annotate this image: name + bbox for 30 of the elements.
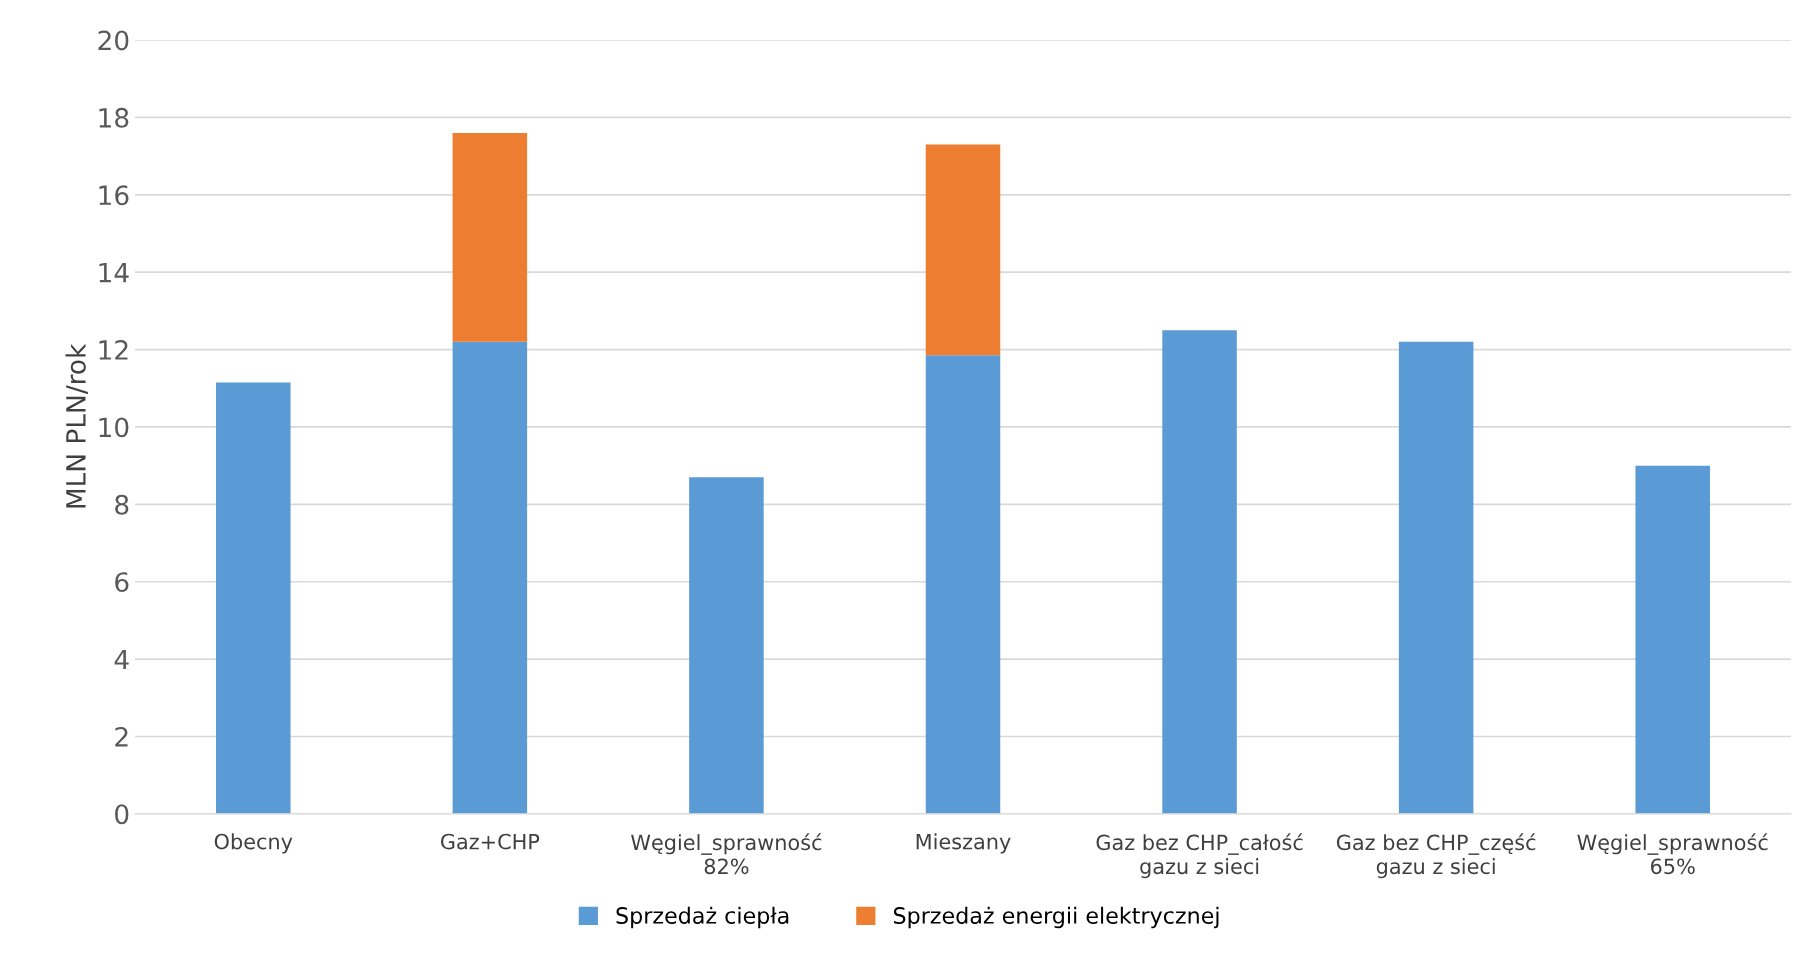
x-tick-label: Węgiel_sprawność 82% xyxy=(631,833,822,875)
y-tick-label: 6 xyxy=(115,572,129,593)
x-tick-label: Mieszany xyxy=(916,833,1011,854)
legend-label: Sprzedaż ciepła xyxy=(616,906,789,929)
bar xyxy=(689,477,764,814)
x-tick-label: Gaz bez CHP_część gazu z sieci xyxy=(1336,833,1536,879)
y-tick-label: 18 xyxy=(99,107,129,128)
y-axis-title: MLN PLN/rok xyxy=(65,343,88,508)
bar xyxy=(452,132,528,342)
bar xyxy=(925,355,1001,814)
x-tick-label: Gaz+CHP xyxy=(440,833,540,850)
y-tick-label: 4 xyxy=(114,649,129,670)
y-tick-label: 0 xyxy=(115,804,129,825)
y-tick-label: 2 xyxy=(115,726,128,747)
y-tick-label: 16 xyxy=(99,185,129,206)
y-tick-label: 12 xyxy=(99,340,128,360)
legend-label: Sprzedaż energii elektrycznej xyxy=(893,906,1219,929)
bar xyxy=(925,144,1001,356)
bar xyxy=(216,382,291,814)
y-tick-label: 8 xyxy=(115,494,129,515)
bar xyxy=(1162,330,1237,814)
bar xyxy=(1635,465,1710,814)
x-tick-label: Węgiel_sprawność 65% xyxy=(1577,833,1768,875)
y-tick-label: 14 xyxy=(99,262,129,283)
bar xyxy=(1398,341,1474,814)
bar xyxy=(452,341,528,814)
y-tick-label: 10 xyxy=(99,417,129,438)
x-tick-label: Gaz bez CHP_całość gazu z sieci xyxy=(1096,833,1303,879)
x-tick-label: Obecny xyxy=(214,833,293,854)
y-tick-label: 20 xyxy=(98,30,129,51)
